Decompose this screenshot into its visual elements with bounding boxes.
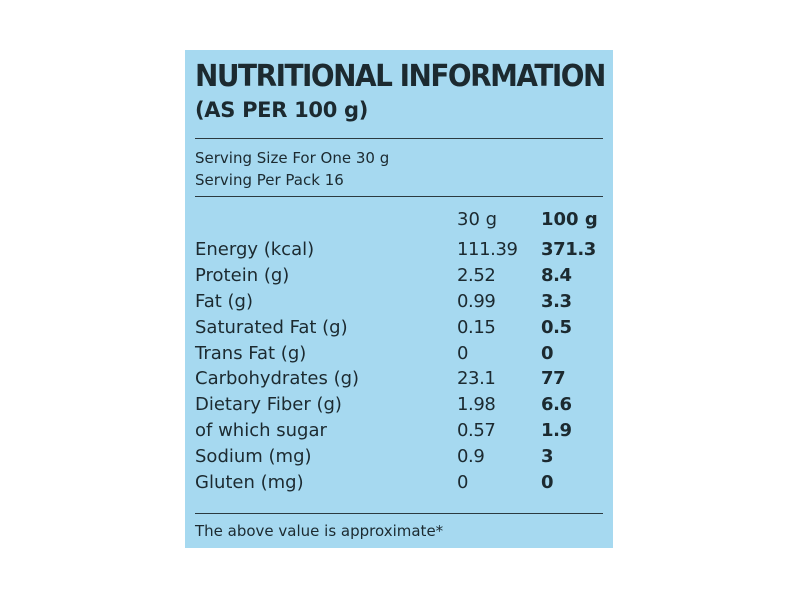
nutrient-row: Sodium (mg) 0.9 3 bbox=[195, 444, 603, 470]
divider bbox=[195, 513, 603, 514]
nutrient-row: of which sugar 0.57 1.9 bbox=[195, 418, 603, 444]
per-serving-value: 2.52 bbox=[457, 264, 496, 286]
footnote: The above value is approximate* bbox=[195, 522, 444, 540]
per-serving-value: 0.57 bbox=[457, 420, 496, 442]
nutrient-row: Energy (kcal) 111.39 371.3 bbox=[195, 237, 603, 263]
nutrient-name: Protein (g) bbox=[195, 264, 290, 286]
per-100g-value: 3 bbox=[541, 446, 554, 468]
nutrient-row: Protein (g) 2.52 8.4 bbox=[195, 263, 603, 289]
per-serving-value: 1.98 bbox=[457, 394, 496, 416]
per-100g-value: 371.3 bbox=[541, 239, 596, 260]
per-serving-value: 0 bbox=[457, 472, 469, 494]
nutrient-name: Saturated Fat (g) bbox=[195, 316, 348, 338]
nutrient-row: Carbohydrates (g) 23.1 77 bbox=[195, 366, 603, 392]
per-serving-value: 111.39 bbox=[457, 239, 518, 260]
nutrient-name: Energy (kcal) bbox=[195, 239, 315, 260]
nutrient-row: Fat (g) 0.99 3.3 bbox=[195, 289, 603, 315]
serving-per-pack: Serving Per Pack 16 bbox=[195, 171, 344, 189]
column-header-per-serving: 30 g bbox=[457, 209, 498, 230]
serving-size: Serving Size For One 30 g bbox=[195, 149, 390, 167]
nutrient-row: Trans Fat (g) 0 0 bbox=[195, 341, 603, 367]
nutrient-name: Sodium (mg) bbox=[195, 446, 312, 468]
label-title: NUTRITIONAL INFORMATION bbox=[195, 59, 606, 94]
per-100g-value: 0 bbox=[541, 342, 554, 364]
per-100g-value: 3.3 bbox=[541, 290, 572, 312]
nutrient-name: Trans Fat (g) bbox=[195, 342, 307, 364]
per-serving-value: 0.99 bbox=[457, 290, 496, 312]
label-subtitle: (AS PER 100 g) bbox=[195, 98, 369, 122]
nutrient-table: Energy (kcal) 111.39 371.3 Protein (g) 2… bbox=[195, 237, 603, 496]
divider bbox=[195, 196, 603, 197]
nutrient-row: Gluten (mg) 0 0 bbox=[195, 470, 603, 496]
nutrition-label: NUTRITIONAL INFORMATION (AS PER 100 g) S… bbox=[185, 50, 613, 548]
per-serving-value: 23.1 bbox=[457, 368, 496, 390]
per-100g-value: 0 bbox=[541, 472, 554, 494]
per-serving-value: 0.9 bbox=[457, 446, 485, 468]
nutrient-name: of which sugar bbox=[195, 420, 327, 442]
nutrient-name: Dietary Fiber (g) bbox=[195, 394, 342, 416]
nutrient-name: Carbohydrates (g) bbox=[195, 368, 360, 390]
nutrient-name: Fat (g) bbox=[195, 290, 253, 312]
per-100g-value: 6.6 bbox=[541, 394, 572, 416]
divider bbox=[195, 138, 603, 139]
per-serving-value: 0 bbox=[457, 342, 469, 364]
per-serving-value: 0.15 bbox=[457, 316, 496, 338]
nutrient-row: Saturated Fat (g) 0.15 0.5 bbox=[195, 315, 603, 341]
column-header-per-100g: 100 g bbox=[541, 209, 598, 230]
nutrient-name: Gluten (mg) bbox=[195, 472, 304, 494]
nutrient-row: Dietary Fiber (g) 1.98 6.6 bbox=[195, 392, 603, 418]
per-100g-value: 0.5 bbox=[541, 316, 572, 338]
per-100g-value: 1.9 bbox=[541, 420, 572, 442]
per-100g-value: 8.4 bbox=[541, 264, 572, 286]
per-100g-value: 77 bbox=[541, 368, 566, 390]
